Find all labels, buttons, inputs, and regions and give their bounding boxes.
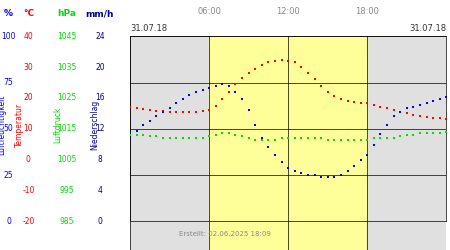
Text: 1035: 1035 xyxy=(57,62,76,72)
Text: 31.07.18: 31.07.18 xyxy=(130,24,167,32)
Text: hPa: hPa xyxy=(57,9,76,18)
Text: mm/h: mm/h xyxy=(86,9,114,18)
Bar xyxy=(130,221,209,250)
Text: 10: 10 xyxy=(23,124,33,133)
Text: 24: 24 xyxy=(95,32,105,41)
Bar xyxy=(367,221,446,250)
Text: Niederschlag: Niederschlag xyxy=(90,100,99,150)
Text: 100: 100 xyxy=(1,32,16,41)
Bar xyxy=(209,221,367,250)
Text: 40: 40 xyxy=(23,32,33,41)
Bar xyxy=(209,36,367,221)
Text: 1015: 1015 xyxy=(57,124,76,133)
Text: 0: 0 xyxy=(6,217,11,226)
Text: 75: 75 xyxy=(4,78,13,87)
Text: 12: 12 xyxy=(95,124,105,133)
Text: 30: 30 xyxy=(23,62,33,72)
Text: 1025: 1025 xyxy=(57,94,76,102)
Text: Erstellt: 02.06.2025 18:09: Erstellt: 02.06.2025 18:09 xyxy=(179,231,271,237)
Text: 4: 4 xyxy=(98,186,102,195)
Text: Temperatur: Temperatur xyxy=(15,103,24,147)
Text: -20: -20 xyxy=(22,217,35,226)
Text: 31.07.18: 31.07.18 xyxy=(410,24,446,32)
Text: 16: 16 xyxy=(95,94,105,102)
Text: 995: 995 xyxy=(59,186,74,195)
Text: 0: 0 xyxy=(26,155,31,164)
Text: %: % xyxy=(4,9,13,18)
Text: 50: 50 xyxy=(4,124,13,133)
Text: 12:00: 12:00 xyxy=(276,6,300,16)
Text: 18:00: 18:00 xyxy=(356,6,379,16)
Text: Luftdruck: Luftdruck xyxy=(53,107,62,143)
Text: -10: -10 xyxy=(22,186,35,195)
Text: °C: °C xyxy=(23,9,34,18)
Text: 8: 8 xyxy=(98,155,102,164)
Text: 25: 25 xyxy=(4,170,13,179)
Text: 985: 985 xyxy=(59,217,74,226)
Text: 06:00: 06:00 xyxy=(197,6,221,16)
Text: 1045: 1045 xyxy=(57,32,76,41)
Text: 0: 0 xyxy=(98,217,102,226)
Text: 20: 20 xyxy=(23,94,33,102)
Text: 1005: 1005 xyxy=(57,155,76,164)
Text: 20: 20 xyxy=(95,62,105,72)
Text: Luftfeuchtigkeit: Luftfeuchtigkeit xyxy=(0,95,6,155)
